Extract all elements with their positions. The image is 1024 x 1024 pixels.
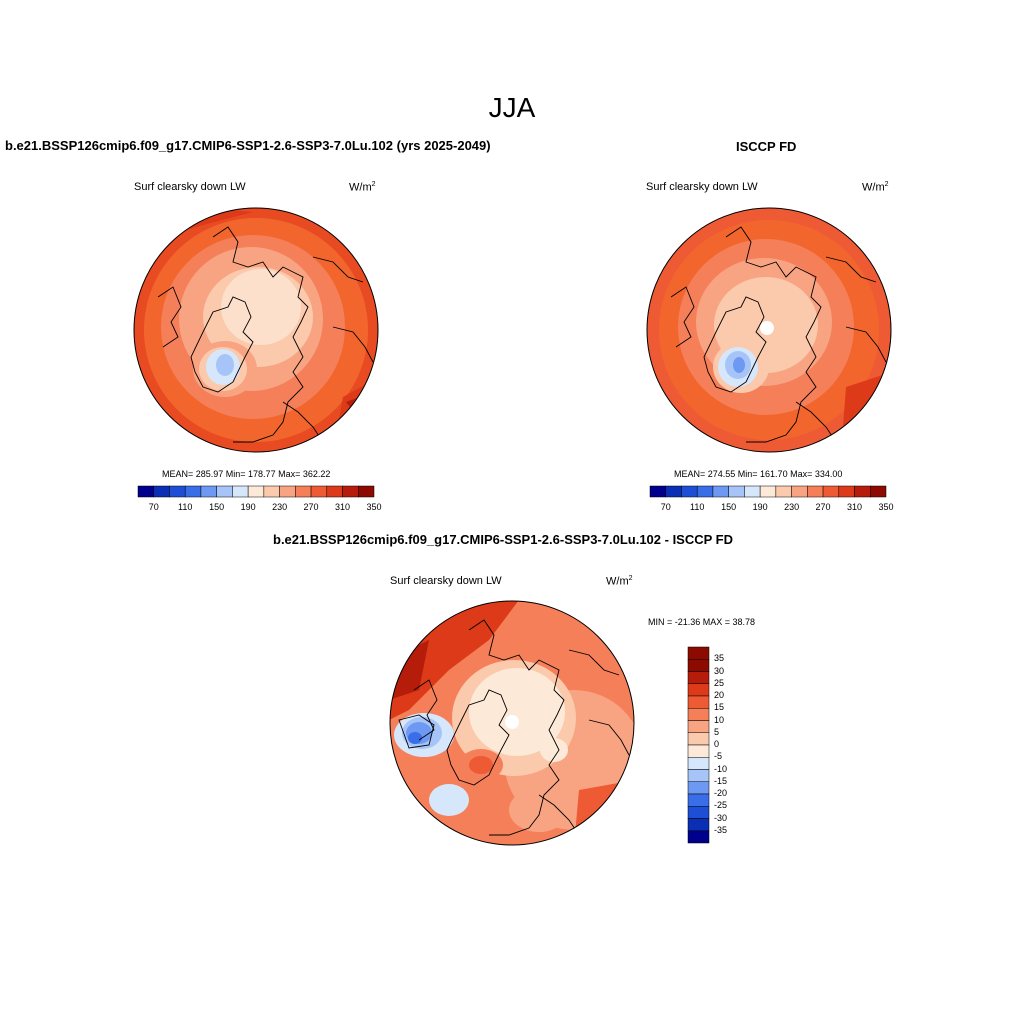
colorbar-swatch	[687, 806, 710, 819]
stats-obs: MEAN= 274.55 Min= 161.70 Max= 334.00	[674, 469, 843, 479]
colorbar-swatch	[687, 757, 710, 770]
colorbar-swatch	[791, 485, 808, 498]
colorbar-model-labels: 70 110 150 190 230 270 310 350	[138, 502, 382, 514]
colorbar-swatch	[838, 485, 855, 498]
panel-title-model: b.e21.BSSP126cmip6.f09_g17.CMIP6-SSP1-2.…	[5, 138, 491, 153]
colorbar-swatch	[263, 485, 280, 498]
colorbar-tick-label: 190	[240, 502, 256, 512]
colorbar-swatch	[854, 485, 871, 498]
colorbar-swatch	[822, 485, 840, 498]
colorbar-tick-label: 230	[272, 502, 288, 512]
colorbar-swatch	[744, 485, 761, 498]
colorbar-swatch	[687, 732, 710, 746]
colorbar-swatch	[137, 485, 154, 498]
colorbar-swatch	[279, 485, 296, 498]
colorbar-tick-label: 30	[714, 665, 725, 676]
colorbar-swatch	[326, 485, 343, 498]
minmax-diff: MIN = -21.36 MAX = 38.78	[648, 617, 756, 627]
colorbar-tick-label: -20	[714, 788, 728, 798]
subtitle-diff: Surf clearsky down LW	[390, 575, 502, 587]
colorbar-swatch	[247, 485, 265, 498]
colorbar-swatch	[232, 485, 249, 498]
colorbar-swatch	[687, 781, 710, 795]
units-diff: W/m2	[606, 575, 633, 588]
colorbar-tick-label: 35	[714, 653, 725, 664]
colorbar-swatch	[153, 485, 170, 498]
colorbar-tick-label: 150	[209, 502, 225, 512]
colorbar-tick-label: 310	[847, 502, 863, 512]
panel-title-obs: ISCCP FD	[736, 139, 797, 154]
colorbar-swatch	[728, 485, 745, 498]
colorbar-diff-labels: 35 30 25 20 15 10 5 0 -5 -10 -15 -20 -25 -30 -35	[714, 647, 744, 843]
colorbar-tick-label: 25	[714, 677, 725, 688]
colorbar-tick-label: 230	[784, 502, 800, 512]
colorbar-swatch	[687, 683, 710, 697]
colorbar-tick-label: -25	[714, 800, 728, 811]
figure-title: JJA	[488, 92, 536, 123]
colorbar-swatch	[342, 485, 359, 498]
colorbar-tick-label: -15	[714, 775, 728, 786]
colorbar-swatch	[169, 485, 186, 498]
colorbar-tick-label: 110	[690, 502, 705, 512]
colorbar-tick-label: 0	[714, 739, 720, 749]
panel-title-diff: b.e21.BSSP126cmip6.f09_g17.CMIP6-SSP1-2.…	[273, 532, 734, 547]
colorbar-diff	[687, 646, 710, 844]
polar-map-model	[133, 207, 379, 453]
subtitle-model: Surf clearsky down LW	[134, 181, 246, 193]
colorbar-tick-label: 350	[366, 502, 382, 512]
colorbar-tick-label: 190	[752, 502, 768, 512]
colorbar-tick-label: 310	[335, 502, 351, 512]
colorbar-obs	[649, 485, 887, 498]
colorbar-swatch	[687, 769, 710, 782]
colorbar-swatch	[696, 485, 714, 498]
units-model: W/m2	[349, 181, 376, 194]
colorbar-swatch	[759, 485, 777, 498]
colorbar-swatch	[687, 695, 710, 709]
colorbar-tick-label: 270	[815, 502, 831, 512]
colorbar-swatch	[681, 485, 698, 498]
colorbar-swatch	[687, 818, 710, 831]
colorbar-tick-label: 20	[714, 690, 725, 700]
colorbar-tick-label: 350	[878, 502, 894, 512]
colorbar-tick-label: 70	[660, 502, 671, 512]
colorbar-tick-label: -35	[714, 824, 728, 835]
colorbar-swatch	[807, 485, 824, 498]
colorbar-swatch	[687, 720, 710, 733]
colorbar-tick-label: 70	[148, 502, 159, 512]
colorbar-tick-label: 150	[721, 502, 737, 512]
stats-model: MEAN= 285.97 Min= 178.77 Max= 362.22	[162, 469, 331, 479]
colorbar-tick-label: -5	[714, 751, 723, 762]
colorbar-swatch	[665, 485, 682, 498]
colorbar-swatch	[358, 485, 375, 498]
subtitle-obs: Surf clearsky down LW	[646, 181, 758, 193]
units-obs: W/m2	[862, 181, 889, 194]
colorbar-tick-label: 15	[714, 702, 725, 713]
colorbar-swatch	[687, 671, 710, 684]
colorbar-swatch	[687, 830, 710, 844]
colorbar-swatch	[870, 485, 887, 498]
colorbar-swatch	[687, 659, 710, 672]
colorbar-tick-label: -10	[714, 763, 728, 774]
colorbar-swatch	[687, 793, 710, 807]
colorbar-swatch	[310, 485, 328, 498]
colorbar-swatch	[216, 485, 233, 498]
colorbar-swatch	[649, 485, 666, 498]
colorbar-swatch	[687, 744, 710, 758]
colorbar-tick-label: 110	[178, 502, 193, 512]
colorbar-swatch	[775, 485, 792, 498]
colorbar-swatch	[712, 485, 729, 498]
colorbar-swatch	[687, 708, 710, 721]
colorbar-tick-label: 270	[303, 502, 319, 512]
colorbar-swatch	[200, 485, 217, 498]
colorbar-tick-label: 10	[714, 714, 725, 725]
polar-map-obs	[646, 207, 892, 453]
colorbar-model	[137, 485, 375, 498]
colorbar-swatch	[184, 485, 202, 498]
polar-map-diff	[389, 600, 635, 846]
colorbar-swatch	[295, 485, 312, 498]
colorbar-tick-label: -30	[714, 812, 728, 823]
colorbar-tick-label: 5	[714, 726, 720, 737]
colorbar-obs-labels: 70 110 150 190 230 270 310 350	[650, 502, 894, 514]
colorbar-swatch	[687, 646, 710, 660]
